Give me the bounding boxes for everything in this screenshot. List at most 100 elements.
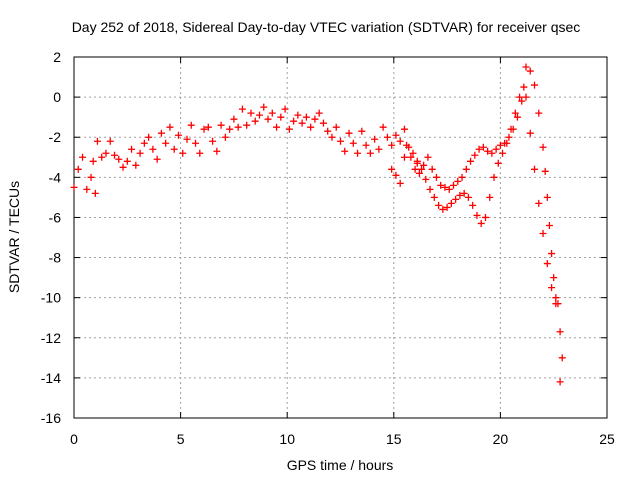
data-point [277, 113, 285, 121]
data-point [490, 173, 498, 181]
data-point [388, 141, 396, 149]
y-tick-label: 2 [53, 49, 61, 65]
data-point [477, 219, 485, 227]
data-point [400, 153, 408, 161]
data-point [281, 105, 289, 113]
data-point [200, 125, 208, 133]
data-point [379, 123, 387, 131]
data-point [74, 165, 82, 173]
data-point [392, 131, 400, 139]
y-axis-label: SDTVAR / TECUs [6, 181, 22, 293]
data-point [285, 125, 293, 133]
data-point [170, 145, 178, 153]
x-tick-label: 20 [493, 431, 509, 447]
data-point [362, 141, 370, 149]
data-point [174, 131, 182, 139]
data-point [183, 135, 191, 143]
data-point [324, 127, 332, 135]
x-tick-label: 15 [386, 431, 402, 447]
data-point [119, 163, 127, 171]
data-point [375, 145, 383, 153]
data-point [251, 117, 259, 125]
data-point [307, 123, 315, 131]
y-tick-label: -16 [41, 410, 61, 426]
axis-tick-labels: 0 5 10 15 20 25 -16 -14 -12 -10 -8 -6 -4 -2 0 2 [41, 49, 615, 447]
x-tick-label: 25 [599, 431, 615, 447]
data-point [469, 201, 477, 209]
data-point [447, 199, 455, 207]
x-tick-label: 0 [70, 431, 78, 447]
data-point [511, 109, 519, 117]
data-point [430, 193, 438, 201]
data-point [383, 133, 391, 141]
data-point [221, 133, 229, 141]
data-point [475, 145, 483, 153]
data-point [70, 183, 78, 191]
data-point [484, 147, 492, 155]
data-point [471, 151, 479, 159]
data-point [392, 171, 400, 179]
data-point [106, 137, 114, 145]
data-point [456, 191, 464, 199]
data-point [79, 153, 87, 161]
data-point [479, 143, 487, 151]
data-point [273, 123, 281, 131]
data-point [260, 103, 268, 111]
data-point [507, 125, 515, 133]
data-point [550, 274, 558, 282]
y-tick-label: -12 [41, 330, 61, 346]
data-point [243, 121, 251, 129]
data-point [234, 123, 242, 131]
data-point [545, 221, 553, 229]
data-point [192, 139, 200, 147]
data-point [458, 173, 466, 181]
data-point [535, 109, 543, 117]
plot-border [73, 56, 608, 419]
data-point [413, 157, 421, 165]
data-point [420, 161, 428, 169]
data-point [492, 145, 500, 153]
data-point [556, 328, 564, 336]
data-point [204, 123, 212, 131]
data-point [437, 181, 445, 189]
data-point [91, 189, 99, 197]
data-point [268, 109, 276, 117]
data-point [179, 149, 187, 157]
data-point [494, 159, 502, 167]
data-point [311, 115, 319, 123]
data-point [230, 115, 238, 123]
data-point [503, 139, 511, 147]
data-point [102, 149, 110, 157]
data-point [552, 300, 560, 308]
data-point [89, 157, 97, 165]
data-point [298, 119, 306, 127]
data-points [70, 63, 566, 386]
data-point [520, 83, 528, 91]
data-point [422, 175, 430, 183]
data-point [226, 125, 234, 133]
data-point [452, 195, 460, 203]
data-point [341, 147, 349, 155]
data-point [539, 143, 547, 151]
x-tick-label: 5 [177, 431, 185, 447]
data-point [294, 111, 302, 119]
data-point [332, 123, 340, 131]
data-point [111, 151, 119, 159]
y-tick-label: -14 [41, 370, 61, 386]
data-point [411, 165, 419, 173]
data-point [441, 183, 449, 191]
data-point [473, 211, 481, 219]
data-point [535, 199, 543, 207]
data-point [522, 93, 530, 101]
data-point [145, 133, 153, 141]
data-point [149, 145, 157, 153]
data-point [400, 125, 408, 133]
data-point [290, 117, 298, 125]
data-point [467, 157, 475, 165]
data-point [209, 137, 217, 145]
data-point [526, 129, 534, 137]
data-point [426, 185, 434, 193]
data-point [462, 165, 470, 173]
data-point [454, 177, 462, 185]
